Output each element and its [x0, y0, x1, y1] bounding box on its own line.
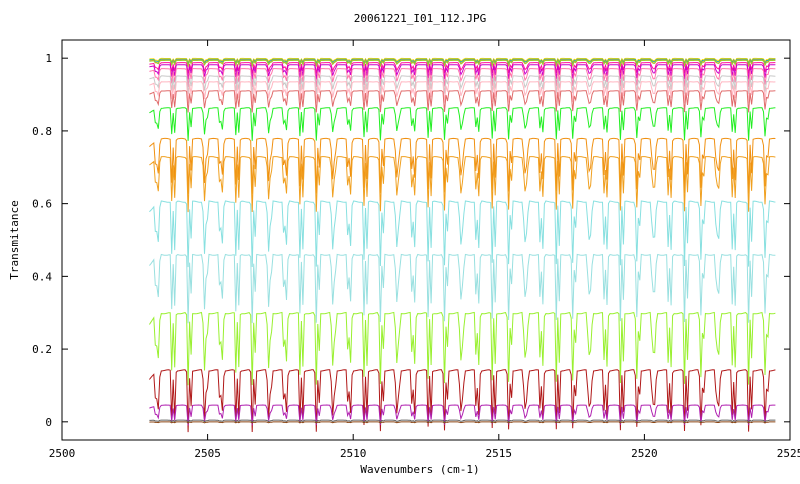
y-tick-label: 0: [45, 416, 52, 429]
series-line-12: [149, 137, 776, 194]
series-line-13: [149, 156, 776, 213]
series-line-9: [149, 81, 776, 104]
y-tick-label: 0.6: [32, 198, 52, 211]
y-tick-label: 1: [45, 52, 52, 65]
y-tick-label: 0.4: [32, 270, 52, 283]
x-tick-label: 2515: [486, 447, 513, 460]
x-tick-label: 2510: [340, 447, 367, 460]
chart-title: 20061221_I01_112.JPG: [354, 12, 486, 25]
series-line-11: [149, 107, 776, 141]
series-line-2: [149, 58, 776, 66]
series-line-19: [149, 419, 776, 423]
series-line-15: [149, 253, 776, 324]
plot-frame: [61, 39, 791, 441]
series-line-6: [149, 64, 776, 80]
series-line-16: [148, 311, 776, 386]
series-line-1: [149, 57, 776, 64]
series-layer: [148, 57, 776, 433]
series-line-10: [149, 90, 776, 113]
series-line-7: [149, 68, 776, 88]
ticks-layer: 2500 2505 2510 2515 2520 2525 0 0.2 0.4 0.6 0.8 1: [32, 40, 800, 460]
x-tick-label: 2500: [49, 447, 76, 460]
series-line-8: [149, 75, 776, 95]
x-tick-label: 2520: [631, 447, 658, 460]
series-line-5: [149, 62, 776, 74]
x-axis-label: Wavenumbers (cm-1): [360, 463, 479, 476]
series-line-14: [149, 200, 776, 268]
x-tick-label: 2505: [194, 447, 221, 460]
y-tick-label: 0.8: [32, 125, 52, 138]
series-line-4: [149, 59, 776, 68]
y-tick-label: 0.2: [32, 343, 52, 356]
y-axis-label: Transmitance: [8, 200, 21, 279]
series-line-20: [149, 421, 776, 424]
series-line-18: [149, 404, 776, 426]
x-tick-label: 2525: [777, 447, 800, 460]
